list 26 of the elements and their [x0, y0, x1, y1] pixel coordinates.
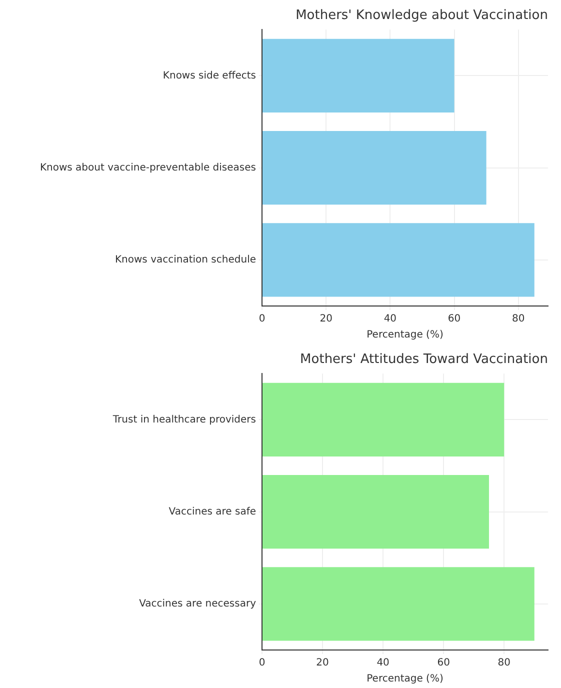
- x-tick-label: 40: [376, 658, 390, 669]
- y-tick-label: Knows about vaccine-preventable diseases: [40, 162, 256, 174]
- chart-title: Mothers' Knowledge about Vaccination: [296, 8, 548, 24]
- y-tick-label: Vaccines are necessary: [139, 598, 256, 610]
- x-axis-title: Percentage (%): [366, 330, 444, 341]
- x-axis-title: Percentage (%): [366, 674, 444, 685]
- bar: [262, 382, 504, 457]
- x-tick-label: 80: [498, 658, 510, 669]
- bar: [262, 567, 534, 641]
- x-tick-label: 80: [512, 314, 525, 325]
- bar: [262, 38, 454, 113]
- x-tick-label: 0: [258, 658, 266, 669]
- x-tick-label: 20: [320, 314, 332, 325]
- bar: [262, 130, 486, 205]
- x-tick-label: 0: [258, 314, 266, 325]
- bar: [262, 223, 534, 297]
- x-tick-label: 60: [437, 658, 450, 669]
- y-tick-label: Knows vaccination schedule: [114, 254, 256, 266]
- bar: [262, 474, 489, 549]
- y-tick-label: Knows side effects: [162, 70, 256, 82]
- x-tick-label: 40: [384, 314, 397, 325]
- x-tick-label: 60: [448, 314, 461, 325]
- y-tick-label: Vaccines are safe: [168, 506, 256, 518]
- x-tick-label: 20: [316, 658, 329, 669]
- chart-title: Mothers' Attitudes Toward Vaccination: [300, 352, 548, 368]
- y-tick-label: Trust in healthcare providers: [112, 414, 256, 426]
